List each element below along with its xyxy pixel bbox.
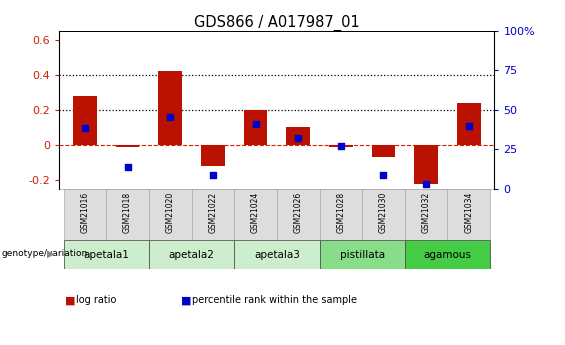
Text: GSM21018: GSM21018 (123, 192, 132, 233)
Text: apetala2: apetala2 (168, 250, 215, 260)
Bar (234, 240, 319, 269)
Bar (116, 145, 140, 147)
Text: log ratio: log ratio (76, 295, 116, 305)
Bar (244, 110, 267, 145)
Text: ■: ■ (181, 295, 192, 305)
Bar (277, 189, 319, 240)
Bar (149, 240, 234, 269)
Point (166, 114, 175, 120)
Bar (64, 189, 106, 240)
Text: GSM21020: GSM21020 (166, 192, 175, 233)
Bar (372, 145, 395, 157)
Text: apetala1: apetala1 (83, 250, 129, 260)
Bar (106, 189, 149, 240)
Text: GSM21022: GSM21022 (208, 192, 218, 233)
Text: agamous: agamous (423, 250, 471, 260)
Bar (159, 71, 182, 145)
Bar (201, 145, 225, 166)
Point (294, 135, 303, 140)
Text: GSM21028: GSM21028 (336, 192, 345, 233)
Bar (414, 145, 438, 184)
Bar (286, 127, 310, 145)
Bar (234, 189, 277, 240)
Text: apetala3: apetala3 (254, 250, 300, 260)
Point (336, 144, 345, 149)
Point (464, 124, 473, 129)
Text: genotype/variation: genotype/variation (2, 249, 88, 258)
Text: ▶: ▶ (47, 249, 54, 258)
Point (123, 164, 132, 169)
Bar (457, 103, 480, 145)
Point (80, 125, 89, 131)
Bar (319, 240, 405, 269)
Title: GDS866 / A017987_01: GDS866 / A017987_01 (194, 15, 360, 31)
Text: ■: ■ (65, 295, 76, 305)
Bar (149, 189, 192, 240)
Text: GSM21024: GSM21024 (251, 192, 260, 233)
Bar (405, 189, 447, 240)
Point (208, 172, 218, 178)
Bar (64, 240, 149, 269)
Point (379, 172, 388, 178)
Bar (329, 145, 353, 147)
Text: GSM21030: GSM21030 (379, 192, 388, 233)
Text: GSM21016: GSM21016 (80, 192, 89, 233)
Bar (362, 189, 405, 240)
Point (251, 121, 260, 127)
Bar (447, 189, 490, 240)
Bar (405, 240, 490, 269)
Text: GSM21034: GSM21034 (464, 192, 473, 233)
Point (421, 181, 431, 187)
Bar (319, 189, 362, 240)
Bar (73, 96, 97, 145)
Text: GSM21032: GSM21032 (421, 192, 431, 233)
Text: percentile rank within the sample: percentile rank within the sample (192, 295, 357, 305)
Text: pistillata: pistillata (340, 250, 385, 260)
Text: GSM21026: GSM21026 (294, 192, 303, 233)
Bar (192, 189, 234, 240)
